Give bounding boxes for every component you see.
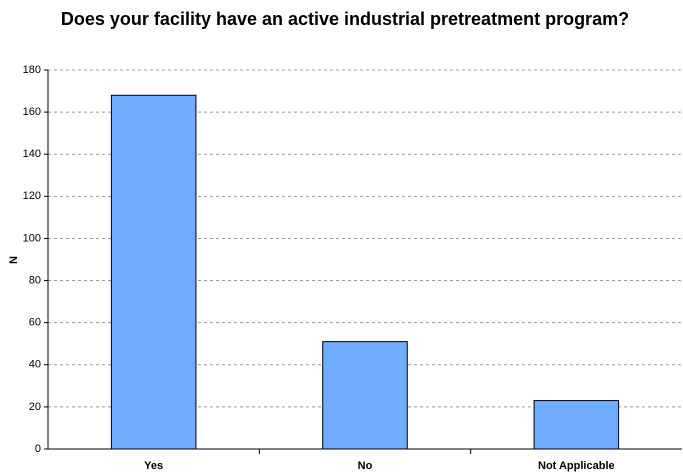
y-tick-label: 60 <box>29 317 41 329</box>
y-tick-label: 140 <box>23 148 41 160</box>
y-tick-label: 40 <box>29 359 41 371</box>
y-axis-label: N <box>8 256 20 264</box>
y-tick-label: 160 <box>23 106 41 118</box>
bar <box>322 341 408 450</box>
y-tick-label: 180 <box>23 64 41 76</box>
y-tick-label: 80 <box>29 274 41 286</box>
bar <box>533 400 620 450</box>
y-tick-label: 100 <box>23 232 41 244</box>
x-tick-label: No <box>358 460 373 472</box>
x-tick-label: Not Applicable <box>538 460 615 472</box>
bar <box>110 94 197 450</box>
x-tick-label: Yes <box>144 460 163 472</box>
y-tick-label: 20 <box>29 401 41 413</box>
chart-title: Does your facility have an active indust… <box>60 9 630 29</box>
y-tick-label: 120 <box>23 190 41 202</box>
y-tick-label: 0 <box>35 443 41 455</box>
